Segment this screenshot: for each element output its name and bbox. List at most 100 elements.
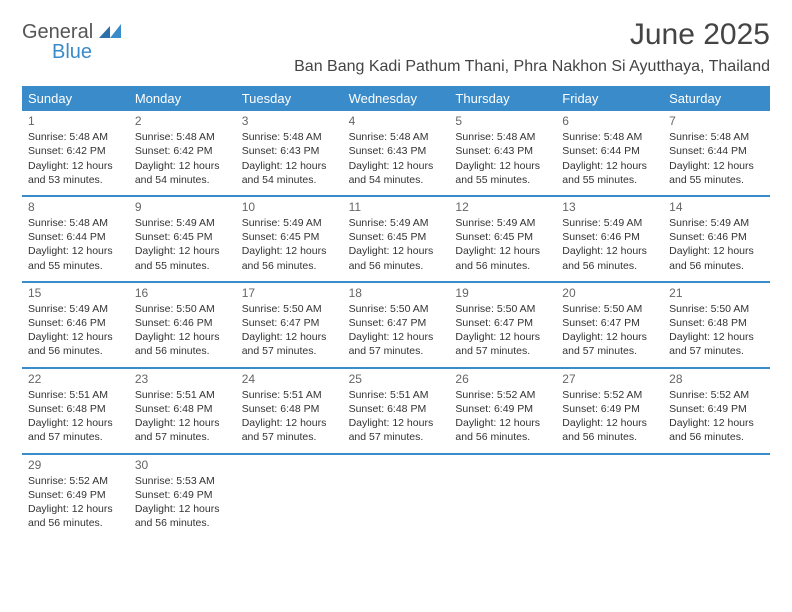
day-cell: 18Sunrise: 5:50 AMSunset: 6:47 PMDayligh… — [343, 283, 450, 367]
sunset-line: Sunset: 6:49 PM — [562, 402, 657, 416]
sunset-line: Sunset: 6:47 PM — [562, 316, 657, 330]
day-number: 30 — [135, 457, 230, 473]
sunrise-line: Sunrise: 5:50 AM — [349, 302, 444, 316]
day-cell: 4Sunrise: 5:48 AMSunset: 6:43 PMDaylight… — [343, 111, 450, 195]
sunrise-line: Sunrise: 5:51 AM — [135, 388, 230, 402]
sunset-line: Sunset: 6:49 PM — [28, 488, 123, 502]
day-cell: 7Sunrise: 5:48 AMSunset: 6:44 PMDaylight… — [663, 111, 770, 195]
sunrise-line: Sunrise: 5:48 AM — [455, 130, 550, 144]
sunset-line: Sunset: 6:46 PM — [28, 316, 123, 330]
day-cell: 9Sunrise: 5:49 AMSunset: 6:45 PMDaylight… — [129, 197, 236, 281]
day-number: 2 — [135, 113, 230, 129]
sunset-line: Sunset: 6:46 PM — [562, 230, 657, 244]
calendar-page: General Blue June 2025 Ban Bang Kadi Pat… — [0, 0, 792, 538]
day-number: 17 — [242, 285, 337, 301]
daylight-line: Daylight: 12 hours and 56 minutes. — [135, 330, 230, 358]
day-number: 28 — [669, 371, 764, 387]
daylight-line: Daylight: 12 hours and 56 minutes. — [135, 502, 230, 530]
day-number: 21 — [669, 285, 764, 301]
day-number: 15 — [28, 285, 123, 301]
daylight-line: Daylight: 12 hours and 56 minutes. — [562, 416, 657, 444]
day-cell: 3Sunrise: 5:48 AMSunset: 6:43 PMDaylight… — [236, 111, 343, 195]
sunrise-line: Sunrise: 5:50 AM — [562, 302, 657, 316]
sunrise-line: Sunrise: 5:50 AM — [669, 302, 764, 316]
daylight-line: Daylight: 12 hours and 57 minutes. — [455, 330, 550, 358]
day-cell: 6Sunrise: 5:48 AMSunset: 6:44 PMDaylight… — [556, 111, 663, 195]
day-cell: 19Sunrise: 5:50 AMSunset: 6:47 PMDayligh… — [449, 283, 556, 367]
day-number: 25 — [349, 371, 444, 387]
sunrise-line: Sunrise: 5:48 AM — [242, 130, 337, 144]
day-cell: 28Sunrise: 5:52 AMSunset: 6:49 PMDayligh… — [663, 369, 770, 453]
sunset-line: Sunset: 6:44 PM — [28, 230, 123, 244]
dow-cell: Thursday — [449, 86, 556, 111]
day-number: 12 — [455, 199, 550, 215]
dow-cell: Saturday — [663, 86, 770, 111]
sunrise-line: Sunrise: 5:52 AM — [455, 388, 550, 402]
day-cell: 24Sunrise: 5:51 AMSunset: 6:48 PMDayligh… — [236, 369, 343, 453]
sunset-line: Sunset: 6:47 PM — [242, 316, 337, 330]
sunset-line: Sunset: 6:47 PM — [349, 316, 444, 330]
sunrise-line: Sunrise: 5:48 AM — [562, 130, 657, 144]
day-number: 19 — [455, 285, 550, 301]
daylight-line: Daylight: 12 hours and 57 minutes. — [349, 330, 444, 358]
sunrise-line: Sunrise: 5:49 AM — [455, 216, 550, 230]
daylight-line: Daylight: 12 hours and 57 minutes. — [669, 330, 764, 358]
day-number: 27 — [562, 371, 657, 387]
logo-word-general: General — [22, 21, 93, 43]
daylight-line: Daylight: 12 hours and 55 minutes. — [28, 244, 123, 272]
sunset-line: Sunset: 6:49 PM — [135, 488, 230, 502]
sunset-line: Sunset: 6:48 PM — [349, 402, 444, 416]
weeks-container: 1Sunrise: 5:48 AMSunset: 6:42 PMDaylight… — [22, 111, 770, 538]
sunrise-line: Sunrise: 5:49 AM — [349, 216, 444, 230]
sunrise-line: Sunrise: 5:49 AM — [135, 216, 230, 230]
daylight-line: Daylight: 12 hours and 54 minutes. — [242, 159, 337, 187]
day-number: 24 — [242, 371, 337, 387]
sunrise-line: Sunrise: 5:48 AM — [28, 216, 123, 230]
day-cell — [236, 455, 343, 539]
logo-word-blue: Blue — [52, 42, 121, 62]
day-number: 4 — [349, 113, 444, 129]
daylight-line: Daylight: 12 hours and 56 minutes. — [669, 244, 764, 272]
header-row: General Blue June 2025 Ban Bang Kadi Pat… — [22, 18, 770, 76]
sunrise-line: Sunrise: 5:48 AM — [669, 130, 764, 144]
day-cell — [556, 455, 663, 539]
day-number: 18 — [349, 285, 444, 301]
logo: General Blue — [22, 22, 121, 62]
sunrise-line: Sunrise: 5:52 AM — [669, 388, 764, 402]
day-cell: 30Sunrise: 5:53 AMSunset: 6:49 PMDayligh… — [129, 455, 236, 539]
sunrise-line: Sunrise: 5:51 AM — [242, 388, 337, 402]
daylight-line: Daylight: 12 hours and 56 minutes. — [455, 244, 550, 272]
day-number: 8 — [28, 199, 123, 215]
sunset-line: Sunset: 6:47 PM — [455, 316, 550, 330]
sunset-line: Sunset: 6:45 PM — [455, 230, 550, 244]
sunset-line: Sunset: 6:43 PM — [242, 144, 337, 158]
week-row: 1Sunrise: 5:48 AMSunset: 6:42 PMDaylight… — [22, 111, 770, 195]
dow-cell: Friday — [556, 86, 663, 111]
daylight-line: Daylight: 12 hours and 56 minutes. — [455, 416, 550, 444]
dow-cell: Monday — [129, 86, 236, 111]
day-number: 5 — [455, 113, 550, 129]
day-number: 11 — [349, 199, 444, 215]
location-text: Ban Bang Kadi Pathum Thani, Phra Nakhon … — [294, 58, 770, 76]
daylight-line: Daylight: 12 hours and 57 minutes. — [135, 416, 230, 444]
daylight-line: Daylight: 12 hours and 57 minutes. — [242, 330, 337, 358]
day-cell: 10Sunrise: 5:49 AMSunset: 6:45 PMDayligh… — [236, 197, 343, 281]
daylight-line: Daylight: 12 hours and 57 minutes. — [349, 416, 444, 444]
day-cell: 2Sunrise: 5:48 AMSunset: 6:42 PMDaylight… — [129, 111, 236, 195]
sunset-line: Sunset: 6:45 PM — [349, 230, 444, 244]
day-number: 3 — [242, 113, 337, 129]
day-number: 7 — [669, 113, 764, 129]
dow-cell: Tuesday — [236, 86, 343, 111]
day-number: 22 — [28, 371, 123, 387]
sunrise-line: Sunrise: 5:51 AM — [28, 388, 123, 402]
sunset-line: Sunset: 6:44 PM — [669, 144, 764, 158]
sunrise-line: Sunrise: 5:49 AM — [669, 216, 764, 230]
daylight-line: Daylight: 12 hours and 57 minutes. — [28, 416, 123, 444]
sunset-line: Sunset: 6:48 PM — [242, 402, 337, 416]
day-cell: 14Sunrise: 5:49 AMSunset: 6:46 PMDayligh… — [663, 197, 770, 281]
sunrise-line: Sunrise: 5:49 AM — [28, 302, 123, 316]
day-number: 29 — [28, 457, 123, 473]
day-cell: 29Sunrise: 5:52 AMSunset: 6:49 PMDayligh… — [22, 455, 129, 539]
title-block: June 2025 Ban Bang Kadi Pathum Thani, Ph… — [294, 18, 770, 76]
week-row: 8Sunrise: 5:48 AMSunset: 6:44 PMDaylight… — [22, 195, 770, 281]
